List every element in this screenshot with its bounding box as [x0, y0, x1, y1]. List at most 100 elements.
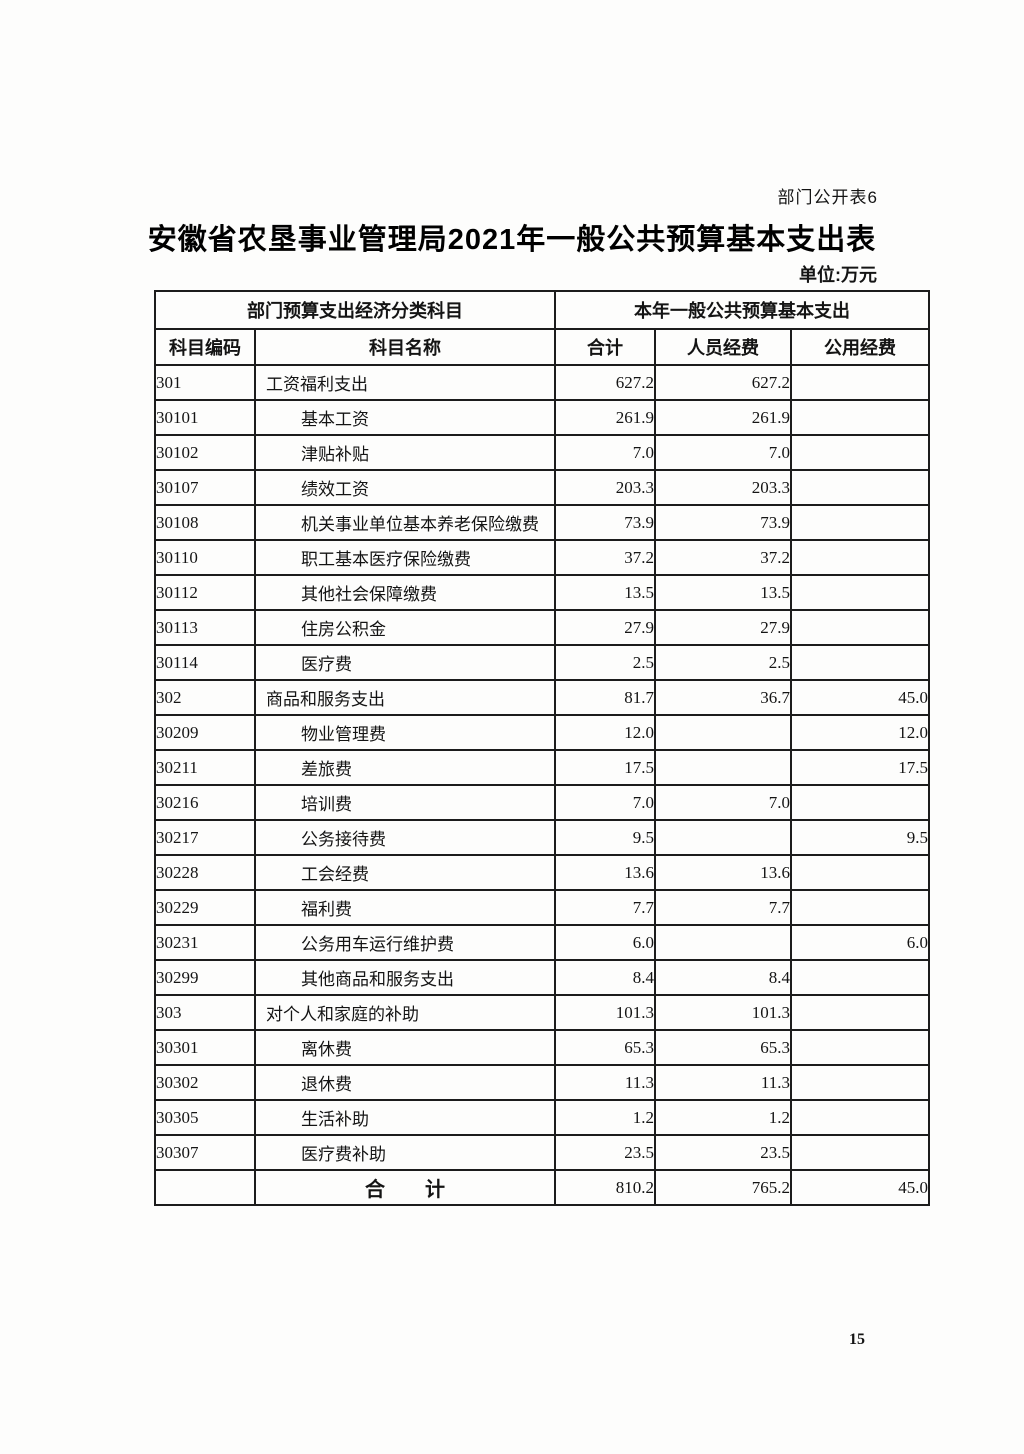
table-head: 部门预算支出经济分类科目 本年一般公共预算基本支出 科目编码 科目名称 合计 人… [154, 290, 931, 366]
cell-personnel-expense: 65.3 [654, 1029, 792, 1066]
table-row: 30110 职工基本医疗保险缴费 37.2 37.2 [154, 539, 931, 576]
cell-public-expense: 6.0 [789, 924, 931, 961]
table-row: 30229 福利费 7.7 7.7 [154, 889, 931, 926]
cell-public-expense: 17.5 [789, 749, 931, 786]
cell-subject-name: 其他商品和服务支出 [254, 959, 556, 996]
cell-subject-code: 30108 [154, 504, 256, 541]
cell-total: 65.3 [554, 1029, 656, 1066]
cell-subject-name: 生活补助 [254, 1099, 556, 1136]
cell-subject-code: 30107 [154, 469, 256, 506]
cell-total: 27.9 [554, 609, 656, 646]
table-row: 30107 绩效工资 203.3 203.3 [154, 469, 931, 506]
table-row: 30302 退休费 11.3 11.3 [154, 1064, 931, 1101]
cell-total: 81.7 [554, 679, 656, 716]
table-row: 302 商品和服务支出 81.7 36.7 45.0 [154, 679, 931, 716]
cell-subject-code: 30305 [154, 1099, 256, 1136]
cell-subject-name: 离休费 [254, 1029, 556, 1066]
cell-total: 7.0 [554, 434, 656, 471]
cell-personnel-expense: 7.0 [654, 434, 792, 471]
cell-subject-code: 30112 [154, 574, 256, 611]
cell-subject-name: 公务接待费 [254, 819, 556, 856]
cell-total: 810.2 [554, 1169, 656, 1206]
header-note: 部门公开表6 [777, 188, 878, 207]
table-row: 30108 机关事业单位基本养老保险缴费 73.9 73.9 [154, 504, 931, 541]
cell-subject-name: 职工基本医疗保险缴费 [254, 539, 556, 576]
cell-subject-code [154, 1169, 256, 1206]
cell-public-expense [789, 504, 931, 541]
table-body: 301 工资福利支出 627.2 627.2 30101 基本工资 261.9 261.9 30… [154, 364, 931, 1206]
cell-personnel-expense: 73.9 [654, 504, 792, 541]
cell-personnel-expense: 23.5 [654, 1134, 792, 1171]
cell-subject-name: 培训费 [254, 784, 556, 821]
cell-subject-code: 30229 [154, 889, 256, 926]
cell-total: 7.0 [554, 784, 656, 821]
cell-subject-name: 绩效工资 [254, 469, 556, 506]
cell-total: 37.2 [554, 539, 656, 576]
cell-total: 8.4 [554, 959, 656, 996]
cell-total: 1.2 [554, 1099, 656, 1136]
table-total-row: 合 计 810.2 765.2 45.0 [154, 1169, 931, 1206]
cell-public-expense: 12.0 [789, 714, 931, 751]
column-header-row: 科目编码 科目名称 合计 人员经费 公用经费 [154, 328, 931, 366]
cell-subject-name: 津贴补贴 [254, 434, 556, 471]
cell-personnel-expense: 36.7 [654, 679, 792, 716]
cell-personnel-expense: 37.2 [654, 539, 792, 576]
cell-subject-code: 30101 [154, 399, 256, 436]
cell-personnel-expense: 2.5 [654, 644, 792, 681]
table-row: 30216 培训费 7.0 7.0 [154, 784, 931, 821]
cell-personnel-expense: 1.2 [654, 1099, 792, 1136]
table-row: 30112 其他社会保障缴费 13.5 13.5 [154, 574, 931, 611]
table-row: 30102 津贴补贴 7.0 7.0 [154, 434, 931, 471]
cell-subject-name: 工资福利支出 [254, 364, 556, 401]
cell-public-expense [789, 539, 931, 576]
cell-subject-name: 商品和服务支出 [254, 679, 556, 716]
cell-total: 23.5 [554, 1134, 656, 1171]
table-row: 301 工资福利支出 627.2 627.2 [154, 364, 931, 401]
cell-subject-code: 30299 [154, 959, 256, 996]
cell-public-expense: 9.5 [789, 819, 931, 856]
cell-personnel-expense: 765.2 [654, 1169, 792, 1206]
cell-public-expense [789, 1029, 931, 1066]
cell-subject-name: 福利费 [254, 889, 556, 926]
cell-total: 12.0 [554, 714, 656, 751]
cell-total: 73.9 [554, 504, 656, 541]
cell-personnel-expense: 203.3 [654, 469, 792, 506]
cell-subject-code: 30301 [154, 1029, 256, 1066]
cell-subject-code: 303 [154, 994, 256, 1031]
table-row: 30307 医疗费补助 23.5 23.5 [154, 1134, 931, 1171]
cell-public-expense [789, 434, 931, 471]
cell-total: 7.7 [554, 889, 656, 926]
column-header-public: 公用经费 [789, 328, 931, 366]
cell-subject-code: 30307 [154, 1134, 256, 1171]
cell-total: 627.2 [554, 364, 656, 401]
cell-public-expense [789, 889, 931, 926]
cell-subject-code: 301 [154, 364, 256, 401]
cell-subject-code: 30209 [154, 714, 256, 751]
table-row: 30211 差旅费 17.5 17.5 [154, 749, 931, 786]
column-header-personnel: 人员经费 [654, 328, 792, 366]
table-row: 30231 公务用车运行维护费 6.0 6.0 [154, 924, 931, 961]
cell-subject-name: 医疗费 [254, 644, 556, 681]
cell-public-expense [789, 574, 931, 611]
cell-subject-name: 差旅费 [254, 749, 556, 786]
cell-public-expense [789, 994, 931, 1031]
unit-label: 单位:万元 [799, 265, 877, 285]
cell-personnel-expense: 627.2 [654, 364, 792, 401]
cell-personnel-expense: 8.4 [654, 959, 792, 996]
cell-subject-code: 30216 [154, 784, 256, 821]
table-row: 30301 离休费 65.3 65.3 [154, 1029, 931, 1066]
cell-public-expense: 45.0 [789, 1169, 931, 1206]
cell-subject-code: 30302 [154, 1064, 256, 1101]
cell-subject-name: 物业管理费 [254, 714, 556, 751]
page-number: 15 [849, 1331, 865, 1348]
cell-total: 261.9 [554, 399, 656, 436]
cell-public-expense: 45.0 [789, 679, 931, 716]
table-row: 30101 基本工资 261.9 261.9 [154, 399, 931, 436]
cell-subject-name: 住房公积金 [254, 609, 556, 646]
cell-personnel-expense [654, 714, 792, 751]
table-row: 30217 公务接待费 9.5 9.5 [154, 819, 931, 856]
cell-total: 13.5 [554, 574, 656, 611]
cell-subject-name: 工会经费 [254, 854, 556, 891]
cell-personnel-expense: 27.9 [654, 609, 792, 646]
